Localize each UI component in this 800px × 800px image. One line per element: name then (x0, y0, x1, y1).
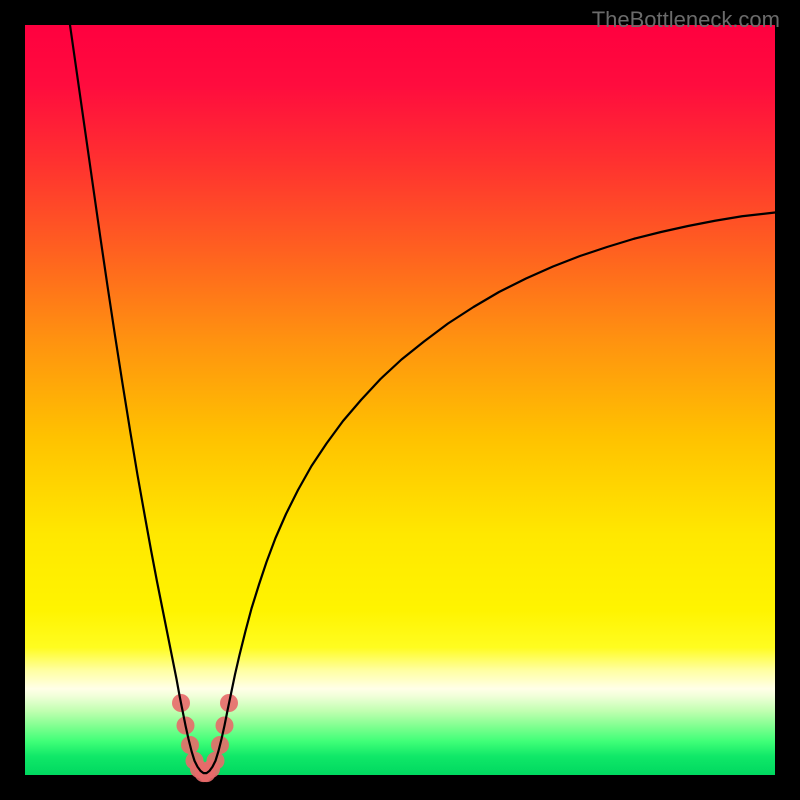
bottleneck-chart (0, 0, 800, 800)
chart-frame: TheBottleneck.com (0, 0, 800, 800)
watermark-text: TheBottleneck.com (592, 7, 780, 33)
